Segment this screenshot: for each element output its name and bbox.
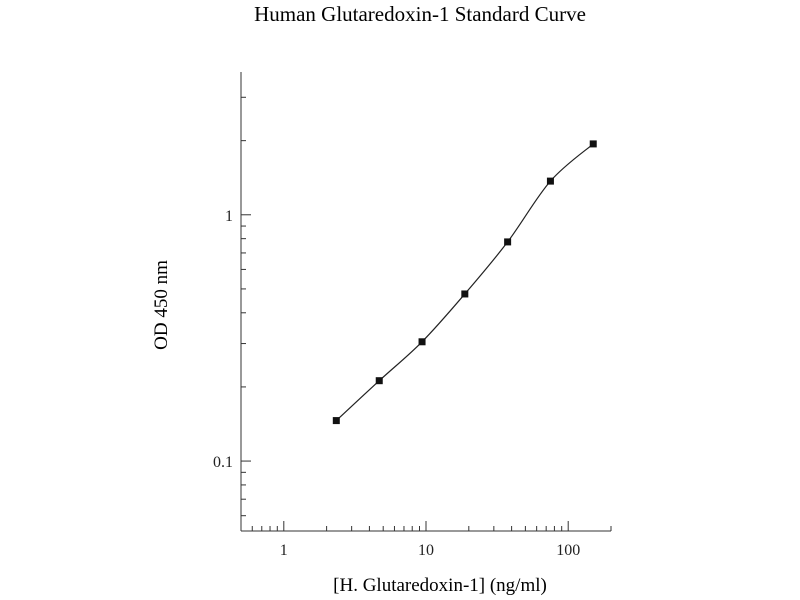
data-point [332,417,340,425]
y-tick-label: 0.1 [213,454,233,471]
x-tick-label: 10 [418,542,434,559]
y-tick-label: 1 [225,208,233,225]
data-point [589,140,597,148]
ticks [240,96,612,531]
data-point [504,238,512,246]
data-points [332,140,597,425]
data-point [461,290,469,298]
data-point [418,338,426,346]
x-axis-label: [H. Glutaredoxin-1] (ng/ml) [333,575,547,596]
tick-labels: 1 10 100 0.1 1 [213,208,580,559]
data-point [375,377,383,385]
y-axis-label: OD 450 nm [151,260,172,350]
data-point [546,177,554,185]
x-tick-label: 100 [556,542,580,559]
axes [240,72,611,532]
chart-title: Human Glutaredoxin-1 Standard Curve [254,2,586,26]
fit-curve [335,143,594,422]
x-tick-label: 1 [280,542,288,559]
